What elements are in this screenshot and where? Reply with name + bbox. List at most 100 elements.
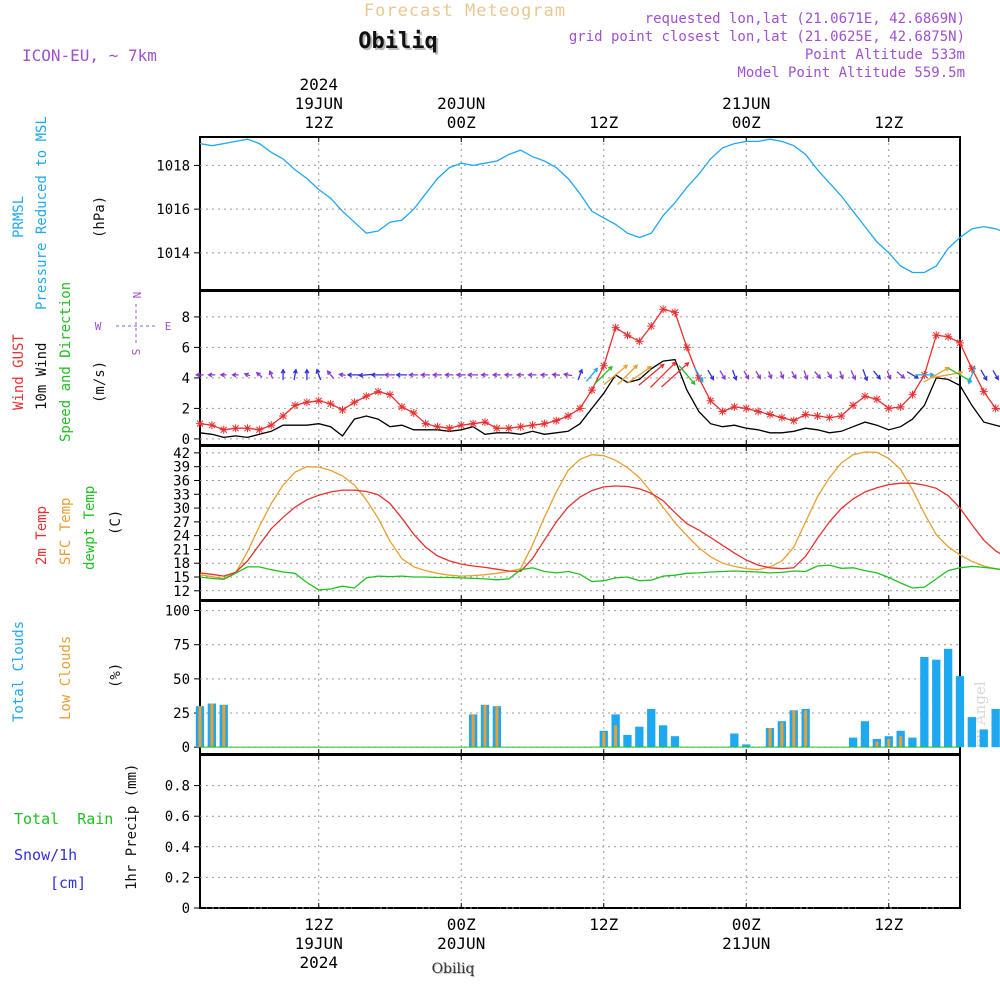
wind-arrow — [292, 368, 298, 381]
wind-arrow — [707, 369, 715, 381]
total-cloud-bar — [908, 737, 917, 748]
wind-arrow — [906, 371, 920, 379]
gust-marker — [516, 422, 525, 431]
gust-marker — [742, 404, 751, 413]
low-cloud-bar — [899, 736, 903, 748]
gust-marker — [314, 396, 323, 405]
low-cloud-bar — [768, 728, 772, 748]
wind-arrow — [755, 370, 761, 380]
gust-marker — [611, 323, 620, 332]
bottom-axis-label: 12Z — [874, 915, 903, 934]
gust-marker — [659, 305, 668, 314]
gust-marker — [552, 416, 561, 425]
wind-arrow — [219, 372, 227, 378]
wind-arrow — [466, 372, 478, 378]
total-cloud-bar — [920, 657, 929, 748]
wind-arrow — [967, 366, 976, 385]
total-cloud-bar — [979, 729, 988, 748]
t2m-line — [199, 482, 1000, 577]
low-cloud-bar — [483, 704, 487, 748]
low-cloud-bar — [804, 710, 808, 748]
cloud-ytick-label: 75 — [173, 638, 190, 654]
wind-arrow — [419, 372, 430, 378]
top-axis-label: 2024 — [299, 75, 338, 94]
bottom-axis-label: 00Z — [732, 915, 761, 934]
temp-ytick-label: 24 — [173, 529, 190, 545]
gust-marker — [219, 425, 228, 434]
wind-arrow — [280, 368, 286, 381]
precip-ytick-label: 0 — [182, 901, 190, 917]
wind-ytick-label: 2 — [182, 401, 190, 417]
precip-ytick-label: 0.8 — [165, 779, 190, 795]
gust-marker — [243, 424, 252, 433]
dewpt-line — [199, 564, 1000, 591]
low-cloud-bar — [875, 741, 879, 748]
pressure-ytick-label: 1018 — [156, 158, 190, 174]
gust-marker — [682, 343, 691, 352]
total-cloud-bar — [670, 736, 680, 748]
wind-ytick-label: 8 — [182, 310, 190, 326]
wind-arrow — [326, 370, 335, 380]
low-cloud-bar — [198, 706, 202, 748]
total-cloud-bar — [647, 708, 656, 748]
footer-station: Obiliq — [432, 961, 475, 977]
precip-frame — [199, 754, 961, 909]
gust-marker — [599, 361, 608, 370]
cloud-ytick-label: 50 — [173, 672, 190, 688]
temp-ytick-label: 21 — [173, 542, 190, 558]
gust-marker — [207, 421, 216, 430]
top-axis-label: 12Z — [589, 113, 618, 132]
chart-title: Forecast Meteogram — [364, 1, 566, 21]
wind-arrow — [992, 370, 999, 381]
precip-ytick-label: 0.4 — [165, 840, 190, 856]
bottom-axis-label: 2024 — [299, 953, 338, 972]
gust-marker — [279, 412, 288, 421]
gust-marker — [837, 412, 846, 421]
wind-arrow — [315, 368, 322, 381]
precip-ytick-label: 0.6 — [165, 809, 190, 825]
wind-arrow — [455, 372, 466, 378]
gust-marker — [706, 396, 715, 405]
wind-arrow — [383, 372, 395, 378]
wind-arrow — [491, 372, 501, 378]
model-altitude: Model Point Altitude 559.5m — [737, 65, 965, 81]
wind-arrow — [791, 371, 797, 380]
wind-arrow — [839, 370, 844, 380]
temp-ytick-label: 18 — [173, 556, 190, 572]
gust-marker — [433, 422, 442, 431]
wind-arrow — [862, 369, 869, 382]
low-cloud-bar — [210, 703, 214, 748]
wind-arrow — [694, 367, 704, 383]
gust-marker — [492, 424, 501, 433]
low-cloud-bar — [602, 732, 606, 748]
total-cloud-bar — [849, 737, 858, 748]
plot-panels: 202419JUN12Z20JUN00Z12Z21JUN00Z12Z22JUN0… — [156, 75, 1000, 972]
gust-marker — [671, 308, 679, 317]
gust-marker — [196, 419, 204, 428]
total-cloud-bar — [955, 676, 965, 748]
gust-marker — [789, 416, 798, 425]
total-cloud-bar — [944, 648, 953, 748]
wind-speed-line — [199, 358, 1000, 439]
low-cloud-bar — [887, 739, 891, 748]
top-axis-label: 21JUN — [722, 94, 770, 113]
gust-marker — [956, 338, 964, 347]
wind-arrow — [370, 372, 385, 378]
gust-marker — [445, 424, 454, 433]
gust-marker — [932, 331, 941, 340]
wind-arrow — [207, 372, 216, 378]
wind-arrow — [617, 364, 639, 385]
gust-marker — [267, 421, 276, 430]
wind-ytick-label: 4 — [182, 371, 190, 387]
gust-marker — [338, 405, 347, 414]
bottom-axis-label: 19JUN — [295, 934, 343, 953]
wind-arrow — [304, 368, 310, 381]
top-axis-label: 12Z — [874, 113, 903, 132]
temp-ytick-label: 33 — [173, 487, 190, 503]
bottom-axis-label: 12Z — [589, 915, 618, 934]
top-axis-label: 00Z — [732, 113, 761, 132]
gust-marker — [528, 421, 537, 430]
gust-marker — [409, 408, 418, 417]
gust-marker — [730, 402, 739, 411]
